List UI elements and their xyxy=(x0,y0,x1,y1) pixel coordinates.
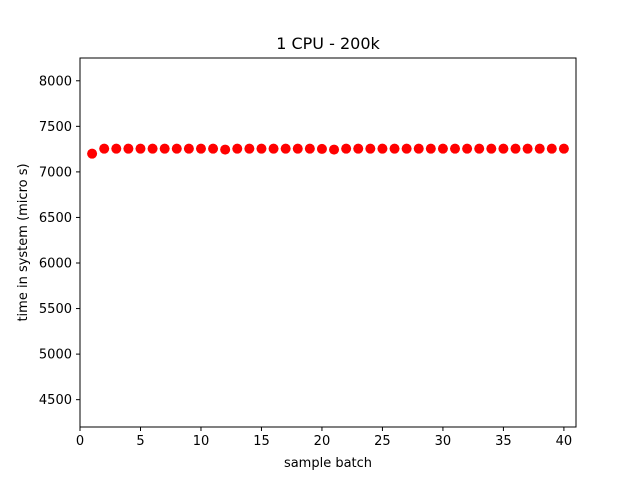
x-tick-label: 0 xyxy=(76,434,84,449)
y-axis-label: time in system (micro s) xyxy=(16,163,31,321)
x-tick-label: 35 xyxy=(495,434,512,449)
data-point xyxy=(425,143,436,154)
x-tick-label: 15 xyxy=(253,434,270,449)
data-point xyxy=(304,143,315,154)
x-tick-label: 10 xyxy=(193,434,210,449)
plot-frame xyxy=(79,57,577,428)
data-point xyxy=(498,143,509,154)
data-point xyxy=(522,143,533,154)
data-point xyxy=(510,143,521,154)
data-point xyxy=(389,143,400,154)
data-point xyxy=(87,148,98,159)
data-point xyxy=(268,143,279,154)
x-tick-label: 30 xyxy=(435,434,452,449)
data-point xyxy=(341,143,352,154)
data-point xyxy=(377,143,388,154)
data-point xyxy=(474,143,485,154)
data-point xyxy=(244,143,255,154)
data-point xyxy=(365,143,376,154)
data-point xyxy=(183,143,194,154)
data-point xyxy=(135,143,146,154)
data-point xyxy=(413,143,424,154)
y-tick-label: 7500 xyxy=(39,120,72,135)
data-point xyxy=(111,143,122,154)
data-point xyxy=(450,143,461,154)
data-point xyxy=(486,143,497,154)
data-point xyxy=(462,143,473,154)
data-point xyxy=(329,144,340,155)
x-axis-ticks: 0 5 10 15 20 25 30 35 40 xyxy=(76,427,572,449)
y-tick-label: 6500 xyxy=(39,211,72,226)
data-point xyxy=(534,143,545,154)
data-point xyxy=(353,143,364,154)
data-point xyxy=(171,143,182,154)
y-tick-label: 4500 xyxy=(39,393,72,408)
data-point xyxy=(147,143,158,154)
data-point xyxy=(195,143,206,154)
y-tick-label: 5000 xyxy=(39,348,72,363)
y-tick-label: 7000 xyxy=(39,165,72,180)
x-tick-label: 5 xyxy=(136,434,144,449)
data-point xyxy=(99,143,110,154)
data-point xyxy=(256,143,267,154)
y-tick-label: 5500 xyxy=(39,302,72,317)
y-tick-label: 6000 xyxy=(39,257,72,272)
x-tick-label: 40 xyxy=(556,434,573,449)
data-point xyxy=(208,143,219,154)
data-point xyxy=(292,143,303,154)
x-tick-label: 20 xyxy=(314,434,331,449)
data-point xyxy=(558,143,569,154)
data-point xyxy=(401,143,412,154)
y-axis-ticks: 4500 5000 5500 6000 6500 7000 7500 8000 xyxy=(39,74,80,408)
x-axis-label: sample batch xyxy=(284,456,372,471)
data-point xyxy=(220,144,231,155)
x-tick-label: 25 xyxy=(374,434,391,449)
data-points xyxy=(87,143,569,159)
y-tick-label: 8000 xyxy=(39,74,72,89)
data-point xyxy=(316,143,327,154)
data-point xyxy=(123,143,134,154)
data-point xyxy=(280,143,291,154)
data-point xyxy=(159,143,170,154)
data-point xyxy=(437,143,448,154)
data-point xyxy=(546,143,557,154)
chart-title: 1 CPU - 200k xyxy=(276,34,380,53)
data-point xyxy=(232,143,243,154)
